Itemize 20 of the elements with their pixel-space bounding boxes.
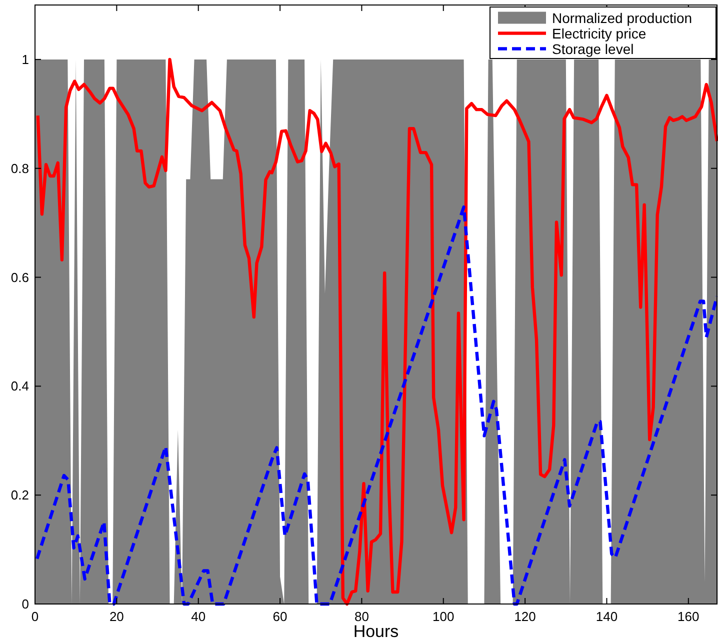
x-tick-label: 20 bbox=[109, 609, 124, 624]
legend-label: Electricity price bbox=[552, 25, 646, 42]
y-tick-label: 0 bbox=[22, 596, 29, 612]
x-tick-label: 0 bbox=[31, 609, 39, 624]
x-tick-label: 120 bbox=[514, 609, 536, 624]
y-tick-label: 0.2 bbox=[10, 488, 29, 503]
y-tick-label: 0.8 bbox=[10, 160, 29, 176]
line-series bbox=[35, 205, 718, 606]
x-tick-label: 60 bbox=[272, 609, 288, 624]
x-tick-label: 80 bbox=[354, 609, 369, 624]
legend-label: Storage level bbox=[552, 40, 634, 57]
x-tick-label: 100 bbox=[432, 609, 454, 624]
x-axis-title: Hours bbox=[353, 622, 399, 640]
y-tick-label: 1 bbox=[22, 52, 29, 67]
legend-label: Normalized production bbox=[552, 10, 692, 26]
x-tick-label: 40 bbox=[191, 609, 206, 624]
y-tick-label: 0.4 bbox=[10, 378, 29, 394]
x-tick-label: 160 bbox=[678, 609, 700, 624]
x-tick-label: 140 bbox=[596, 609, 618, 624]
y-tick-label: 0.6 bbox=[10, 270, 29, 285]
